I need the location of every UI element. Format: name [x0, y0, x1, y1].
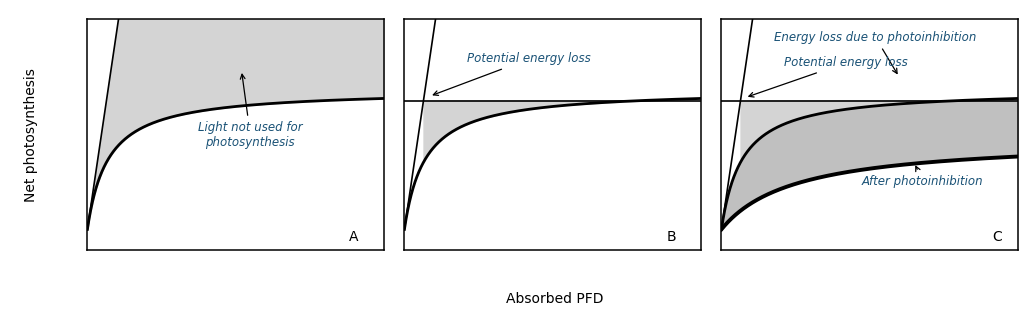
Text: Potential energy loss: Potential energy loss: [749, 56, 908, 97]
Text: After photoinhibition: After photoinhibition: [862, 166, 984, 187]
Text: Absorbed PFD: Absorbed PFD: [507, 291, 603, 306]
Text: Energy loss due to photoinhibition: Energy loss due to photoinhibition: [774, 31, 977, 74]
Text: A: A: [350, 230, 359, 244]
Text: B: B: [666, 230, 675, 244]
Text: C: C: [992, 230, 1002, 244]
Text: Net photosynthesis: Net photosynthesis: [24, 68, 38, 202]
Text: Potential energy loss: Potential energy loss: [434, 53, 591, 95]
Text: Light not used for
photosynthesis: Light not used for photosynthesis: [198, 74, 302, 149]
